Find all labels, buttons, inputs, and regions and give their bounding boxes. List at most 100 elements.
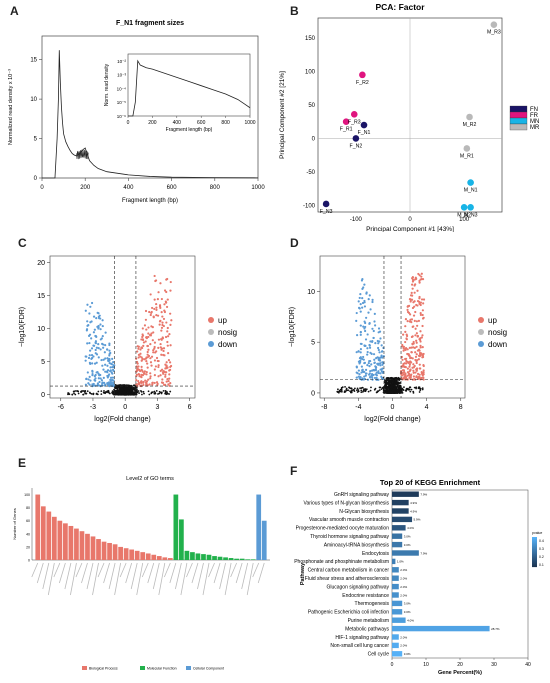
down-point [373,358,376,361]
go-term-label-mark [86,562,94,590]
go-term-label-mark [141,562,149,578]
go-bar [167,558,173,560]
down-point [102,358,105,361]
go-bar [201,554,206,560]
down-point [364,329,367,333]
down-point [362,325,365,328]
up-point [153,381,156,385]
nosig-point [89,392,92,395]
up-point [161,321,164,324]
up-point [158,304,162,307]
go-term-label-mark [208,562,215,578]
up-point [143,370,146,373]
down-point [369,376,372,379]
up-point [140,359,143,362]
colorbar-tick-label: 0.1 [539,563,544,567]
up-point [165,321,168,324]
down-point [108,373,111,376]
legend-swatch [509,105,528,113]
down-point [99,328,102,331]
up-point [153,368,156,371]
go-term-label-mark [213,562,221,584]
y-axis-label: Normalized read density x 10⁻³ [8,69,14,145]
legend-swatch [140,666,145,670]
up-point [420,275,423,278]
nosig-point [389,383,391,386]
up-point [140,375,143,378]
up-point [162,317,166,321]
down-point [111,357,114,361]
up-point [400,373,403,376]
go-bar [96,539,101,560]
up-point [414,327,417,330]
down-point [377,370,380,373]
colorbar-tick-label: 0.2 [539,555,544,559]
nosig-point [421,388,424,391]
x-tick-label: 3 [155,404,159,411]
down-point [112,381,115,384]
down-point [356,372,359,375]
up-point [137,347,140,350]
plot-frame [49,255,196,399]
nosig-point [404,389,407,392]
down-point [361,357,364,361]
y-tick-label: 15 [37,293,45,300]
y-tick-label: 5 [311,340,315,347]
up-point [163,289,167,292]
up-point [168,373,171,376]
down-point [366,353,369,356]
pca-point [360,121,368,129]
go-term-label-mark [47,562,55,596]
nosig-point [373,388,376,391]
up-point [169,382,172,385]
nosig-point [338,389,341,392]
nosig-point [405,387,408,390]
up-point [418,376,421,379]
up-point [162,324,165,328]
x-axis-label: log2(Fold change) [94,416,150,423]
x-axis-label: log2(Fold change) [364,416,420,423]
down-point [93,344,96,347]
go-term-label-mark [230,562,237,578]
volcano-chart-d: -8 -4 0 4 8 0 5 10 log2(Fold change) −log10(FDR) u… [289,255,507,423]
nosig-point [395,383,398,386]
pathway-label: Fluid shear stress and atherosclerosis [305,576,390,582]
nosig-point [370,386,372,389]
up-point [150,332,153,335]
down-point [359,351,362,354]
nosig-point [360,391,363,394]
down-point [93,328,96,331]
down-point [366,363,369,367]
go-term-label-mark [169,562,177,584]
nosig-point [142,390,145,393]
nosig-point [166,391,168,393]
down-point [90,301,94,305]
up-point [145,383,148,386]
down-point [94,377,97,380]
panel-label-f: F [290,464,298,478]
up-point [150,364,153,367]
down-point [372,353,376,356]
bar-value-label: 4.9% [410,501,417,505]
down-point [85,328,89,331]
chart-title: F_N1 fragment sizes [116,20,184,27]
nosig-point [129,393,132,396]
legend-label: Cellular Component [193,667,224,671]
nosig-point [71,393,74,396]
go-bar [206,554,212,560]
up-point [169,323,172,326]
up-point [418,337,421,341]
pathway-label: Thyroid hormone signaling pathway [310,534,389,540]
down-point [99,348,102,351]
down-point [363,362,366,365]
up-point [140,365,143,368]
up-point [401,378,404,381]
down-point [358,362,361,365]
nosig-point [419,387,422,390]
up-point [415,339,418,342]
nosig-point [398,382,401,385]
up-point [406,310,410,314]
nosig-point [390,391,393,394]
up-point [155,314,158,317]
inset-y-tick-label: 10⁻³ [117,73,126,78]
